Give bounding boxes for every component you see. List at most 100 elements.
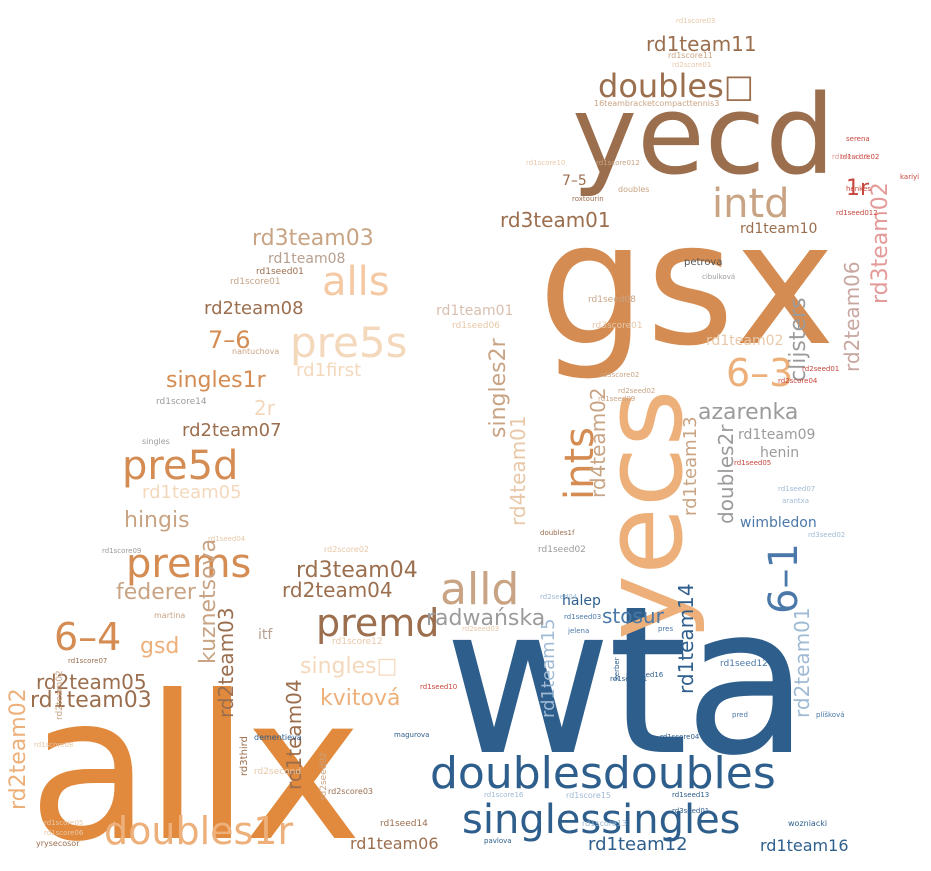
word-rd1team16: rd1team16	[760, 836, 849, 855]
word-rd2score03: rd2score03	[328, 787, 373, 796]
word-kvitova: kvitová	[320, 686, 401, 711]
word-prems: prems	[126, 541, 252, 587]
word-singlessingles: singlessingles	[462, 797, 741, 843]
word-rd1team11: rd1team11	[646, 32, 757, 56]
word-stosur: stosur	[602, 604, 664, 628]
word-halep: halep	[562, 593, 601, 609]
word-rd3team02: rd3team02	[868, 182, 893, 304]
word-rd1seed09: rd1seed09	[598, 395, 636, 403]
word-pre5s: pre5s	[290, 318, 408, 367]
word-rd1score13: rd1score13	[582, 819, 627, 828]
word-allx: allx	[28, 653, 362, 871]
word-doubles1r: doubles1r	[104, 809, 294, 853]
word-rd1score03: rd1score03	[676, 17, 716, 25]
word-rd3score01: rd3score01	[592, 321, 643, 331]
word-rd1team05: rd1team05	[142, 482, 242, 503]
word-rd1score06: rd1score06	[44, 829, 84, 837]
word-pre5d: pre5d	[122, 443, 239, 489]
word-rd1score02: rd1score02	[840, 153, 880, 161]
word-kerber: kerber	[613, 657, 621, 680]
word-rd1seed11: rd1seed11	[610, 675, 648, 683]
word-rd1score09: rd1score09	[102, 547, 142, 555]
word-7-6: 7–6	[208, 326, 251, 354]
word-rd4team01: rd4team01	[506, 415, 530, 526]
word-wimbledon: wimbledon	[740, 515, 817, 531]
word-rd1seed14v: rd2seed02	[319, 752, 329, 800]
word-rd1score07: rd1score07	[68, 657, 108, 665]
word-rd3score02: rd3score02	[600, 371, 640, 379]
word-petrova: petrova	[684, 257, 723, 268]
word-rd1team08: rd1team08	[268, 251, 346, 267]
word-rd1score05: rd1score05	[44, 819, 84, 827]
word-6-4: 6–4	[54, 615, 122, 659]
word-rd1seed012: rd1seed012	[836, 209, 878, 217]
word-doubles2r: doubles2r	[714, 424, 738, 524]
word-rd2score02: rd2score02	[324, 545, 369, 554]
word-rd1score01: rd1score01	[230, 277, 281, 287]
word-alld: alld	[440, 564, 520, 615]
word-rd1seed03: rd1seed03	[564, 613, 602, 621]
word-rd1team01: rd1team01	[436, 303, 514, 319]
word-rd2second: rd2second	[254, 767, 302, 777]
word-rd3seed01: rd3seed01	[672, 807, 710, 815]
word-rd2seed04: rd2seed04	[540, 593, 578, 601]
word-rd2seed02: rd2seed02	[618, 387, 656, 395]
word-singles-box: singles□	[300, 654, 398, 679]
word-arantxa: arantxa	[782, 497, 810, 505]
word-rd1seed12: rd1seed12	[720, 659, 768, 669]
word-rd1score14: rd1score14	[156, 397, 207, 407]
word-rd2team04: rd2team04	[282, 578, 393, 602]
word-rd1score10: rd1score10	[526, 159, 566, 167]
word-6-1: 6–1	[761, 543, 807, 614]
word-doubles-small: doubles	[618, 185, 650, 194]
word-wozniacki: wozniacki	[788, 819, 828, 828]
word-7-5: 7–5	[562, 173, 587, 189]
word-plishova: plíšková	[816, 711, 845, 719]
word-azarenka: azarenka	[698, 400, 799, 425]
word-rd2seed01: rd2seed01	[802, 365, 840, 373]
word-singles1r: singles1r	[166, 368, 266, 393]
word-wta: wta	[444, 563, 810, 801]
word-rd1seed08: rd1seed08	[588, 295, 636, 305]
word-rd1score11: rd1score11	[668, 51, 713, 60]
word-rd3team04: rd3team04	[296, 558, 418, 583]
word-rd3seed02: rd3seed02	[808, 531, 846, 539]
word-intd: intd	[712, 181, 790, 227]
word-rd2score01: rd2score01	[672, 61, 712, 69]
word-rd1team02: rd1team02	[706, 333, 784, 349]
word-rd1score12: rd1score12	[332, 637, 383, 647]
word-federer: federer	[116, 580, 196, 605]
word-rd1seed14: rd1seed14	[380, 819, 428, 829]
word-rd1first: rd1first	[296, 360, 362, 381]
word-rd1seed05: rd1seed05	[734, 459, 772, 467]
word-rd2seed03: rd2seed03	[462, 625, 500, 633]
word-rd2team01: rd2team01	[790, 607, 814, 718]
word-rd1team12: rd1team12	[588, 834, 688, 855]
word-rd1seed13: rd1seed13	[672, 791, 710, 799]
word-rd2team06: rd2team06	[840, 261, 864, 372]
word-teambracket: 16teambracketcompacttennis3	[594, 99, 720, 108]
word-rd1seed04: rd1seed04	[208, 535, 246, 543]
word-nantuchova: nantuchova	[232, 347, 280, 356]
word-doubles1f: doubles1f	[540, 529, 575, 537]
word-rd1team15: rd1team15	[538, 618, 559, 718]
word-premd: premd	[316, 601, 440, 645]
word-kariyi: kariyi	[900, 173, 920, 181]
word-pavlova: pavlova	[484, 837, 512, 845]
word-henkes: henkes	[846, 185, 871, 193]
word-rd1seed16: rd1seed16	[626, 671, 664, 679]
word-alls: alls	[322, 259, 390, 305]
word-itf: itf	[258, 627, 273, 643]
word-rd3third: rd3third	[239, 736, 250, 776]
word-rd1team14: rd1team14	[674, 583, 698, 694]
word-doublesdoubles: doublesdoubles	[430, 748, 776, 799]
word-radwanska: radwańska	[426, 606, 546, 631]
word-rd1team13: rd1team13	[680, 416, 701, 516]
word-rd1seed06: rd1seed06	[452, 321, 500, 331]
word-hingis: hingis	[124, 508, 190, 533]
word-rd1team06: rd1team06	[350, 834, 439, 853]
word-2r: 2r	[254, 396, 275, 420]
word-rd3team01: rd3team01	[500, 208, 611, 232]
word-magurova: magurova	[394, 731, 430, 739]
word-rd1seed07: rd1seed07	[778, 485, 816, 493]
